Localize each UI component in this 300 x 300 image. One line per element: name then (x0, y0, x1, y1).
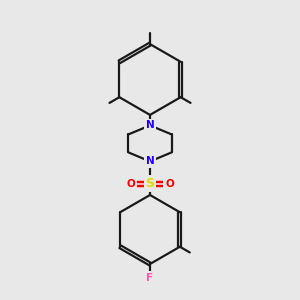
Text: N: N (146, 120, 154, 130)
Text: S: S (146, 177, 154, 190)
Text: F: F (146, 273, 154, 283)
Text: O: O (165, 178, 174, 189)
Text: N: N (146, 156, 154, 167)
Text: O: O (126, 178, 135, 189)
